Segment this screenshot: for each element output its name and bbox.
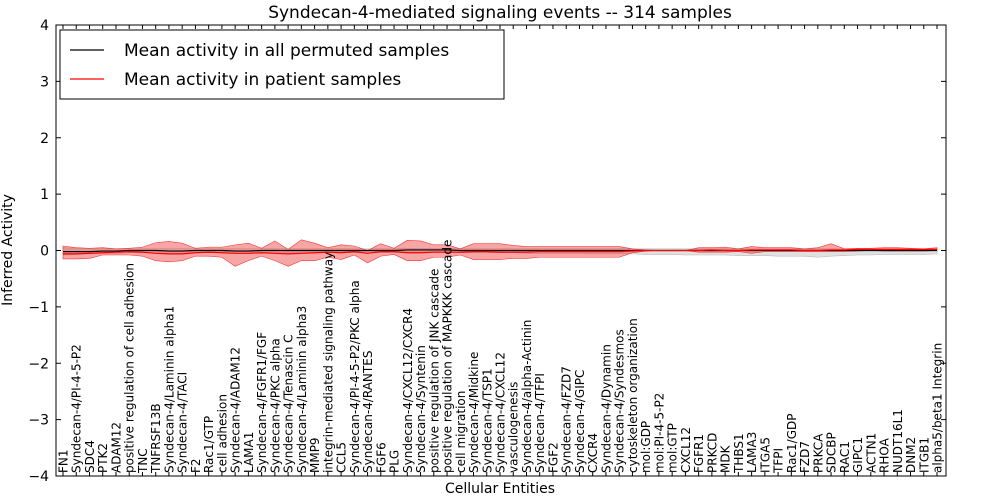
ytick-label: 4 (40, 18, 49, 34)
x-category-label: ITGA5 (758, 437, 772, 473)
series-lines (63, 248, 937, 255)
x-axis-category-labels: FN1 Syndecan-4/PI-4-5-P2 SDC4 PTK2 ADAM12 pos… (57, 240, 945, 474)
x-category-label: CCL5 (335, 442, 349, 473)
x-category-label: TNC (136, 448, 150, 474)
x-category-label: Syndecan-4/GIPC (573, 370, 587, 473)
legend: Mean activity in all permuted samples Me… (59, 29, 505, 100)
x-category-label: GIPC1 (851, 437, 865, 473)
x-category-label: mol:GDP (639, 421, 653, 473)
x-category-label: mol:GTP (666, 423, 680, 473)
x-axis-title: Cellular Entities (445, 481, 555, 497)
ytick-label: −4 (28, 469, 49, 485)
x-category-label: CXCR4 (586, 433, 600, 473)
x-category-label: mol:PI-4-5-P2 (652, 393, 666, 473)
x-category-label: Syndecan-4/TSP1 (480, 368, 494, 473)
x-category-label: SDC4 (83, 440, 97, 473)
x-category-label: F2 (189, 458, 203, 473)
ytick-label: 1 (40, 187, 49, 203)
ytick-label: −1 (28, 300, 49, 316)
x-category-label: FN1 (57, 449, 71, 473)
x-category-label: TFPI (772, 448, 786, 474)
x-category-label: Syndecan-4/Syntenin (414, 345, 428, 473)
chart-title: Syndecan-4-mediated signaling events -- … (268, 3, 732, 23)
x-category-label: Syndecan-4/CXCL12 (494, 352, 508, 473)
x-category-label: LAMA1 (242, 432, 256, 473)
x-category-label: Syndecan-4/alpha-Actinin (520, 320, 534, 473)
x-category-label: Rac1/GDP (785, 414, 799, 473)
x-category-label: PRKCA (811, 433, 825, 473)
x-category-label: Syndecan-4/ADAM12 (229, 347, 243, 473)
x-category-label: Syndecan-4/FGFR1/FGF (255, 332, 269, 473)
ytick-label: −2 (28, 356, 49, 372)
x-category-label: positive regulation of cell adhesion (123, 263, 137, 473)
x-category-label: Syndecan-4/PKC alpha (268, 338, 282, 473)
x-category-label: SDCBP (825, 432, 839, 473)
x-category-label: Syndecan-4/PI-4-5-P2/PKC alpha (348, 280, 362, 473)
ytick-label: 2 (40, 131, 49, 147)
ytick-label: −3 (28, 413, 49, 429)
x-category-label: positive regulation of MAPKKK cascade (441, 240, 455, 473)
x-category-label: Syndecan-4/FZD7 (560, 366, 574, 473)
x-category-label: cytoskeleton organization (626, 318, 640, 473)
x-category-label: NUDT16L1 (891, 409, 905, 473)
ytick-label: 3 (40, 74, 49, 90)
x-category-label: cell adhesion (215, 394, 229, 473)
x-category-label: ADAM12 (109, 422, 123, 473)
x-category-label: Syndecan-4/TFPI (533, 373, 547, 473)
legend-box (59, 29, 505, 100)
x-category-label: RAC1 (838, 441, 852, 473)
x-category-label: THBS1 (732, 433, 746, 474)
legend-label-permuted: Mean activity in all permuted samples (124, 41, 449, 61)
x-axis-ticks (62, 25, 938, 476)
x-category-label: alpha5/beta1 Integrin (931, 343, 945, 473)
x-category-label: Rac1/GTP (202, 416, 216, 473)
y-axis-title: Inferred Activity (0, 194, 16, 306)
x-category-label: Syndecan-4/Laminin alpha1 (162, 306, 176, 473)
x-category-label: ITGB1 (917, 437, 931, 473)
series-line-patient (63, 248, 937, 255)
x-category-label: Syndecan-4/Dynamin (599, 344, 613, 473)
x-category-label: vasculogenesis (507, 382, 521, 473)
x-category-label: FGF2 (546, 442, 560, 473)
y-axis-ticks: −4 −3 −2 −1 0 1 2 3 4 (28, 18, 946, 485)
x-category-label: DNM2 (904, 437, 918, 473)
x-category-label: MDK (719, 444, 733, 473)
x-category-label: FZD7 (798, 441, 812, 473)
ytick-label: 0 (40, 244, 49, 260)
x-category-label: Syndecan-4/Tenascin C (282, 334, 296, 473)
x-category-label: ACTN1 (864, 433, 878, 473)
x-category-label: MMP9 (308, 437, 322, 473)
x-category-label: Syndecan-4/Syndesmos (613, 329, 627, 473)
x-category-label: TNFRSF13B (149, 403, 163, 474)
x-category-label: PRKCD (705, 433, 719, 473)
x-category-label: LAMA3 (745, 432, 759, 473)
x-category-label: RHOA (878, 437, 892, 473)
x-category-label: Syndecan-4/PI-4-5-P2 (70, 344, 84, 473)
x-category-label: Syndecan-4/Midkine (467, 352, 481, 473)
x-category-label: FGFR1 (692, 434, 706, 473)
x-category-label: PTK2 (96, 443, 110, 473)
x-category-label: positive regulation of JNK cascade (427, 269, 441, 473)
x-category-label: Syndecan-4/Laminin alpha3 (295, 306, 309, 473)
x-category-label: integrin-mediated signaling pathway (321, 252, 335, 473)
legend-label-patient: Mean activity in patient samples (124, 70, 401, 90)
x-category-label: Syndecan-4/TACI (176, 372, 190, 473)
x-category-label: Syndecan-4/CXCL12/CXCR4 (401, 308, 415, 473)
x-category-label: FGF6 (374, 442, 388, 473)
x-category-label: cell migration (454, 391, 468, 473)
x-category-label: Syndecan-4/RANTES (361, 351, 375, 473)
x-category-label: CXCL12 (679, 427, 693, 473)
x-category-label: PLG (388, 450, 402, 473)
